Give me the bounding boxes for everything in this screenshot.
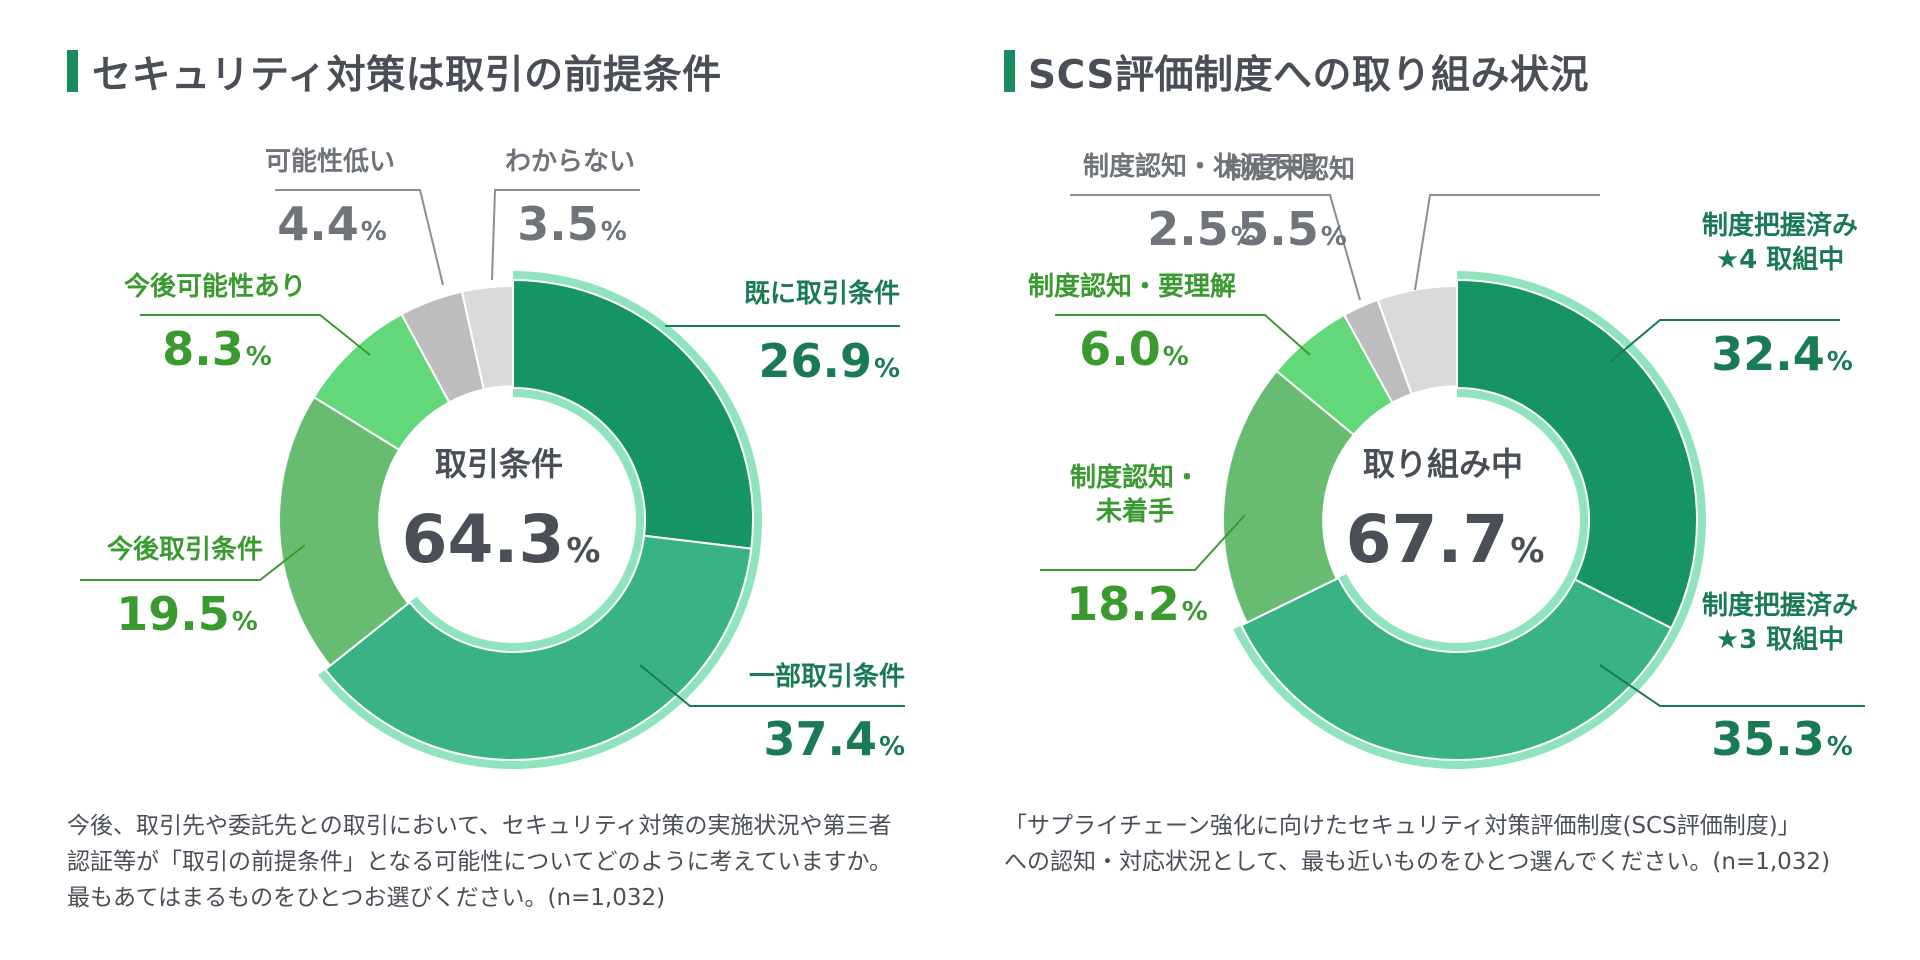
slice-value: 6.0 [1079, 322, 1161, 376]
donut-slice [1456, 278, 1698, 630]
slice-value: 2.5 [1147, 202, 1229, 256]
right-panel: SCS評価制度への取り組み状況 制度把握済み ★4 取組中 32.4% 制度把握済み ★… [960, 0, 1920, 960]
slice-label: 今後可能性あり [124, 271, 306, 302]
slice-value: 3.5 [517, 197, 599, 251]
center-label: 取引条件 [435, 445, 563, 483]
center-value: 67.7 [1346, 501, 1509, 578]
leader-line [1070, 194, 1361, 301]
slice-unit: % [232, 607, 258, 637]
center-label: 取り組み中 [1363, 445, 1523, 483]
slice-value: 26.9 [759, 334, 873, 388]
slice-label: 制度認知・状況不明 [1083, 151, 1317, 182]
slice-label: 今後取引条件 [107, 534, 263, 565]
slice-label: 制度未認知 [1225, 154, 1355, 185]
slice-label: 可能性低い [265, 146, 395, 177]
leader-line [275, 189, 444, 286]
slice-label: 未着手 [1096, 496, 1174, 527]
title-accent-bar [67, 50, 78, 92]
survey-question-note: 今後、取引先や委託先との取引において、セキュリティ対策の実施状況や第三者 認証等… [67, 813, 893, 911]
slice-value: 18.2 [1066, 577, 1180, 631]
leader-line [1609, 319, 1840, 363]
leader-line [491, 189, 640, 281]
slice-label: 制度認知・ [1070, 462, 1200, 493]
chart-title: セキュリティ対策は取引の前提条件 [92, 53, 722, 98]
slice-label: 制度把握済み [1702, 210, 1858, 241]
leader-line [80, 544, 306, 581]
leader-line [639, 664, 905, 707]
title-accent-bar [1004, 50, 1015, 92]
slice-unit: % [1163, 342, 1189, 372]
donut-slice [278, 395, 410, 668]
donut-slice [1240, 576, 1673, 761]
slice-value: 37.4 [764, 712, 878, 766]
donut-slice [460, 284, 514, 391]
slice-label: 制度把握済み [1702, 590, 1858, 621]
slice-label: わからない [505, 147, 635, 177]
slice-value: 32.4 [1711, 327, 1825, 381]
slice-label: 制度認知・要理解 [1028, 271, 1236, 302]
slice-unit: % [1231, 222, 1257, 252]
slice-value: 19.5 [116, 587, 230, 641]
leader-line [1414, 194, 1600, 291]
survey-question-note: 「サプライチェーン強化に向けたセキュリティ対策評価制度(SCS評価制度)」 への… [1004, 813, 1831, 875]
slice-unit: % [246, 342, 272, 372]
slice-unit: % [1827, 347, 1853, 377]
donut-slice [1222, 369, 1356, 625]
slice-value: 4.4 [277, 197, 359, 251]
center-unit: % [566, 531, 600, 571]
donut-slice [1376, 284, 1458, 396]
slice-value: 8.3 [162, 322, 244, 376]
donut-slice [512, 278, 754, 550]
slice-value: 35.3 [1711, 712, 1825, 766]
slice-unit: % [879, 732, 905, 762]
slice-unit: % [361, 217, 387, 247]
slice-label: 既に取引条件 [744, 279, 900, 309]
slice-unit: % [1321, 222, 1347, 252]
slice-label: ★4 取組中 [1716, 244, 1844, 275]
slice-unit: % [601, 217, 627, 247]
leader-line [140, 314, 371, 356]
leader-line [1599, 664, 1865, 707]
center-unit: % [1510, 531, 1544, 571]
donut-chart-transaction-condition: 既に取引条件 26.9 % 一部取引条件 37.4 % 今後取引条件 19.5 % 今後可能性あり… [80, 146, 905, 769]
slice-label: ★3 取組中 [1716, 624, 1844, 655]
slice-value: 5.5 [1237, 202, 1319, 256]
slice-unit: % [1827, 732, 1853, 762]
slice-label: 一部取引条件 [749, 662, 905, 692]
left-panel: セキュリティ対策は取引の前提条件 既に取引条件 26.9% 一部取引条件 37.4% 今… [67, 50, 905, 911]
chart-title: SCS評価制度への取り組み状況 [1028, 53, 1590, 98]
slice-unit: % [1182, 597, 1208, 627]
leader-line [1040, 514, 1246, 571]
leader-line [1055, 314, 1311, 356]
center-value: 64.3 [402, 501, 565, 578]
slice-unit: % [874, 354, 900, 384]
donut-slice [323, 534, 753, 761]
